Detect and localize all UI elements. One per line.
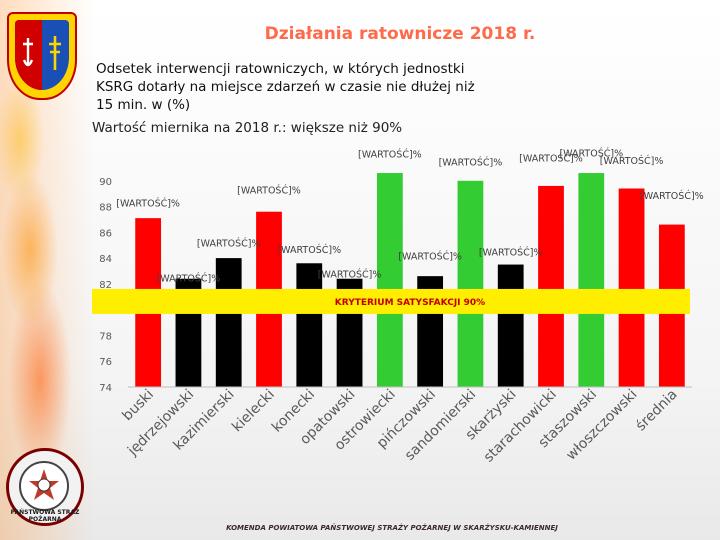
data-labels: [WARTOŚĆ]%[WARTOŚĆ]%[WARTOŚĆ]%[WARTOŚĆ]%… <box>116 147 703 284</box>
bar <box>296 263 323 387</box>
x-axis-labels: buskijędrzejowskikazimierskikieleckikone… <box>119 387 680 466</box>
data-label: [WARTOŚĆ]% <box>318 268 382 280</box>
bar <box>618 188 645 387</box>
footer-text: KOMENDA POWIATOWA PAŃSTWOWEJ STRAŻY POŻA… <box>226 524 558 532</box>
bar <box>457 180 484 387</box>
data-label: [WARTOŚĆ]% <box>519 152 583 164</box>
y-tick-label: 90 <box>99 177 112 188</box>
data-label: [WARTOŚĆ]% <box>398 250 462 262</box>
y-tick-label: 82 <box>99 280 112 291</box>
y-tick-label: 76 <box>99 357 112 368</box>
y-tick-label: 84 <box>99 254 112 265</box>
y-tick-label: 74 <box>99 383 112 394</box>
data-label: [WARTOŚĆ]% <box>559 147 623 159</box>
coat-of-arms-icon <box>7 12 77 100</box>
data-label: [WARTOŚĆ]% <box>197 238 261 250</box>
y-tick-label: 86 <box>99 228 112 239</box>
data-label: [WARTOŚĆ]% <box>277 244 341 256</box>
criterion-band <box>92 288 690 314</box>
bar <box>376 173 403 387</box>
data-label: [WARTOŚĆ]% <box>157 272 221 284</box>
bar <box>497 264 524 387</box>
bar <box>578 173 605 387</box>
data-label: [WARTOŚĆ]% <box>116 198 180 210</box>
y-axis-labels: 747678808284868890 <box>99 177 112 394</box>
y-tick-label: 88 <box>99 203 112 214</box>
miernik-target: Wartość miernika na 2018 r.: większe niż… <box>92 120 403 136</box>
x-tick-label: włoszczowski <box>563 387 640 464</box>
data-label: [WARTOŚĆ]% <box>479 247 543 259</box>
data-label: [WARTOŚĆ]% <box>358 149 422 161</box>
y-tick-label: 78 <box>99 331 112 342</box>
data-label: [WARTOŚĆ]% <box>640 190 704 202</box>
bar <box>215 258 242 387</box>
page-title: Działania ratownicze 2018 r. <box>264 24 536 44</box>
data-label: [WARTOŚĆ]% <box>600 155 664 167</box>
bar <box>538 185 564 387</box>
x-tick-label: kielecki <box>229 387 278 436</box>
x-tick-label: średnia <box>633 387 681 435</box>
fire-service-emblem-icon: PAŃSTWOWA STRAŻ POŻARNA <box>6 448 84 526</box>
criterion-label: KRYTERIUM SATYSFAKCJI 90% <box>335 298 485 308</box>
x-tick-label: sandomierski <box>402 387 479 464</box>
chart-subtitle: Odsetek interwencji ratowniczych, w któr… <box>96 61 475 113</box>
data-label: [WARTOŚĆ]% <box>237 185 301 197</box>
emblem-text: PAŃSTWOWA STRAŻ POŻARNA <box>10 509 80 523</box>
x-tick-label: buski <box>119 387 157 425</box>
data-label: [WARTOŚĆ]% <box>439 156 503 168</box>
